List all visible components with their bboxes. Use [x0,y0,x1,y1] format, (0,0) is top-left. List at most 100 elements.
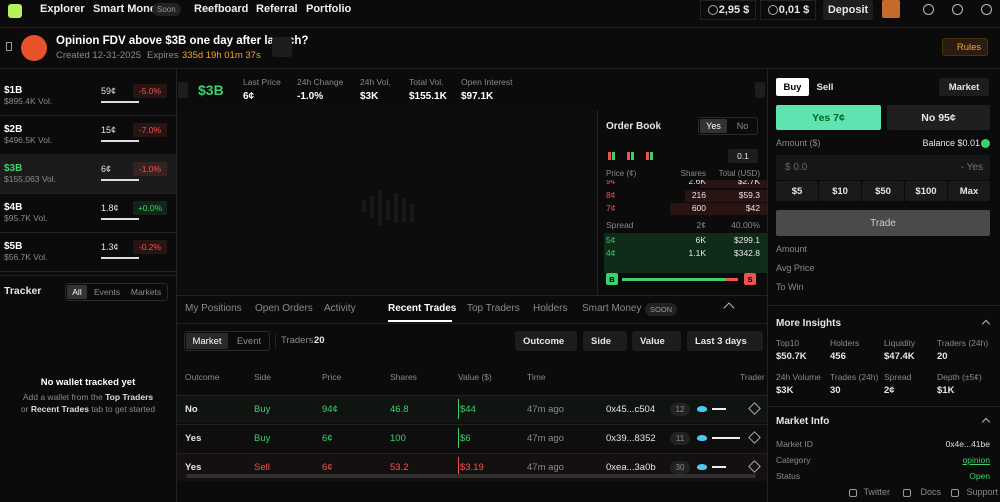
tab[interactable]: Recent Trades [388,303,457,314]
trade-button[interactable]: Trade [776,210,990,236]
stat-value: -1.0% [297,91,324,102]
nav-icon[interactable] [952,4,963,15]
filter-dropdown[interactable]: Side [583,331,627,351]
no-button[interactable]: No 95¢ [887,105,990,130]
insight-value: $3K [776,385,794,396]
tab[interactable]: My Positions [185,303,242,314]
tracker-link[interactable]: Recent Trades [30,404,89,414]
tracker-link[interactable]: Top Traders [105,392,154,402]
nav-item[interactable]: Referral [256,3,298,15]
filter-dropdown[interactable]: Value [632,331,681,351]
tab-collapse[interactable] [723,302,735,314]
buy-tab[interactable]: Buy [776,78,809,96]
orderbook-shares: 1.1K [688,248,707,258]
stat-label: 24h Change [297,77,344,87]
avatar[interactable] [882,0,900,18]
outcome-name[interactable]: $2B [4,124,23,135]
footer-link[interactable]: Docs [920,487,941,497]
footer-link[interactable]: Support [966,487,998,497]
rules-button[interactable]: Rules [942,38,988,56]
trade-trader[interactable]: 0xea...3a0b [606,462,656,473]
sell-tab[interactable]: Sell [816,81,834,93]
empty-title: No wallet tracked yet [40,376,136,388]
left-divider [176,69,177,502]
outcome-bar [101,179,139,181]
footer-link[interactable]: Twitter [863,487,890,497]
bookmark-icon [6,42,12,51]
nav-item[interactable]: Smart Money [93,3,163,15]
orderbook-toggle-option[interactable]: No [736,121,749,131]
tab[interactable]: Holders [533,303,568,314]
yes-button[interactable]: Yes 7¢ [776,105,881,130]
trade-price: 94¢ [322,404,338,415]
trade-time: 47m ago [527,404,564,415]
deposit-button[interactable]: Deposit [823,0,873,20]
stat-label: 24h Vol. [360,77,391,87]
next-arrow[interactable] [755,82,765,98]
footer-icon [849,489,857,497]
outcome-name[interactable]: $5B [4,241,23,252]
tracker-tab[interactable]: All [67,285,87,299]
market-title: Opinion FDV above $3B one day after laun… [56,35,309,47]
market-dropdown[interactable] [272,37,292,57]
filter-dropdown[interactable]: Outcome [515,331,577,351]
view-icon[interactable] [608,152,615,160]
info-value[interactable]: opinion [962,455,990,465]
tab[interactable]: Smart Money [582,303,642,314]
balance-add[interactable] [981,139,990,148]
tab[interactable]: Activity [324,303,356,314]
amount-input[interactable] [776,155,990,180]
tick-size[interactable]: 0.1 [728,149,758,163]
nav-icon[interactable] [923,4,934,15]
tracker-tab[interactable]: Events [94,287,120,297]
market-icon [21,35,47,61]
outcome-selected[interactable] [0,154,176,193]
outcome-bar [101,140,139,142]
stats-selected: $3B [198,82,224,98]
order-type[interactable]: Market [939,78,989,96]
quick-amount[interactable]: $10 [819,181,861,201]
orderbook-toggle-option[interactable]: Yes [700,119,727,133]
nav-icon[interactable] [981,4,992,15]
info-value: Open [969,471,990,481]
outcome-price: 1.8¢ [101,203,119,213]
outcome-name[interactable]: $1B [4,85,23,96]
market-info-toggle[interactable] [981,417,991,427]
chart-candle [402,198,406,222]
market-info-title: Market Info [776,416,830,427]
outcome-volume: $155,063 Vol. [4,174,56,184]
quick-amount[interactable]: $50 [862,181,904,201]
sell-marker: S [744,273,756,285]
scope-option[interactable]: Event [236,335,262,347]
balance[interactable]: 2,95 $ [700,0,756,20]
trader-icon [697,464,707,470]
outcome-name[interactable]: $3B [4,163,23,174]
trade-trader[interactable]: 0x45...c504 [606,404,656,415]
nav-item[interactable]: Explorer [40,3,85,15]
trade-trader[interactable]: 0x39...8352 [606,433,656,444]
quick-amount[interactable]: Max [948,181,990,201]
outcome-volume: $95.7K Vol. [4,213,48,223]
prev-arrow[interactable] [178,82,188,98]
tab-badge: SOON [645,303,678,316]
table-header: Outcome [185,372,220,382]
quick-amount[interactable]: $5 [776,181,818,201]
tracker-tab[interactable]: Markets [130,287,162,297]
filter-dropdown[interactable]: Last 3 days [687,331,763,351]
outcome-name[interactable]: $4B [4,202,23,213]
outcome-price: 1.3¢ [101,242,119,252]
tab[interactable]: Open Orders [255,303,313,314]
quick-amount[interactable]: $100 [905,181,947,201]
trade-shares: 53.2 [390,462,409,473]
scope-option[interactable]: Market [186,333,228,349]
balance[interactable]: 0,01 $ [760,0,816,20]
tab[interactable]: Top Traders [467,303,520,314]
nav-item[interactable]: Reefboard [194,3,249,15]
nav-item[interactable]: Portfolio [306,3,352,15]
insight-value: $1K [937,385,955,396]
insights-toggle[interactable] [981,319,991,329]
empty-text-part: tab to get started [91,404,156,414]
empty-text-part: Add a wallet from the [22,392,103,402]
view-icon[interactable] [627,152,634,160]
view-icon[interactable] [646,152,653,160]
